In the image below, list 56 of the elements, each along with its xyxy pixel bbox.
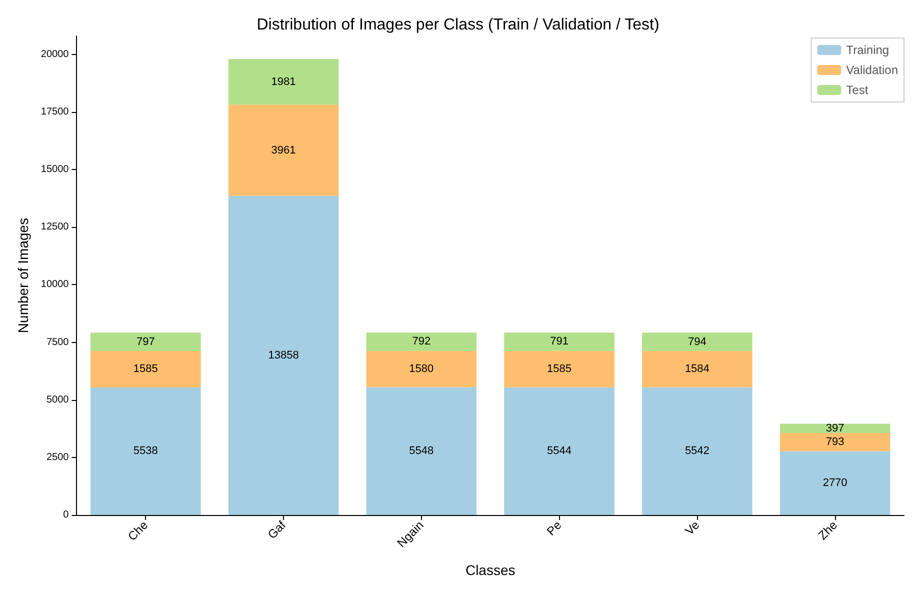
data-label: 1585 [133,363,158,376]
data-label: 5542 [684,445,710,458]
bar [228,196,339,515]
bar [780,424,890,433]
data-label: 5544 [547,445,572,458]
bar [642,350,752,388]
y-tick-label: 2500 [46,452,70,463]
bar [366,350,477,388]
data-label: 1585 [547,363,572,376]
bar [228,59,339,105]
data-label: 1580 [409,363,434,376]
y-tick-label: 20000 [40,48,70,60]
bar [504,350,614,388]
data-label: 397 [826,422,844,434]
x-tick-label: Gaf [264,518,289,542]
data-label: 797 [136,336,155,348]
bar [366,387,477,515]
data-label: 13858 [268,349,299,362]
x-tick-label: Pe [544,518,564,538]
bar [90,350,201,388]
legend-label: Test [846,83,869,97]
data-label: 1981 [271,76,296,88]
chart-title: Distribution of Images per Class (Train / Validation / Test) [256,16,660,34]
data-label: 794 [688,336,706,348]
legend-label: Training [846,43,890,57]
data-label: 2770 [822,477,848,490]
bar [780,451,890,515]
y-tick-label: 0 [63,510,70,520]
bar [504,332,614,351]
y-tick-label: 5000 [46,394,70,406]
y-tick-label: 17500 [40,106,70,118]
data-label: 1584 [684,363,710,376]
bar [90,332,201,351]
bar [642,332,752,351]
data-label: 3961 [271,144,296,156]
data-label: 793 [826,436,844,448]
data-label: 5548 [409,445,434,458]
bar [642,387,752,515]
x-tick-label: Ve [682,518,702,538]
legend-label: Validation [846,63,898,77]
data-label: 792 [412,336,431,348]
x-axis-title: Classes [465,562,516,578]
bar [504,387,614,515]
bar [780,432,890,452]
bar [228,104,339,196]
x-tick-label: Zhe [816,518,840,543]
data-label: 791 [550,336,568,348]
x-tick-label: Che [125,518,151,544]
y-tick-label: 12500 [40,222,70,233]
y-tick-label: 15000 [40,164,70,176]
data-label: 5538 [133,445,158,458]
bar [90,387,201,515]
y-tick-label: 7500 [46,336,70,348]
y-tick-label: 10000 [40,279,70,290]
bar [366,332,477,351]
y-axis-title: Number of Images [15,218,31,334]
